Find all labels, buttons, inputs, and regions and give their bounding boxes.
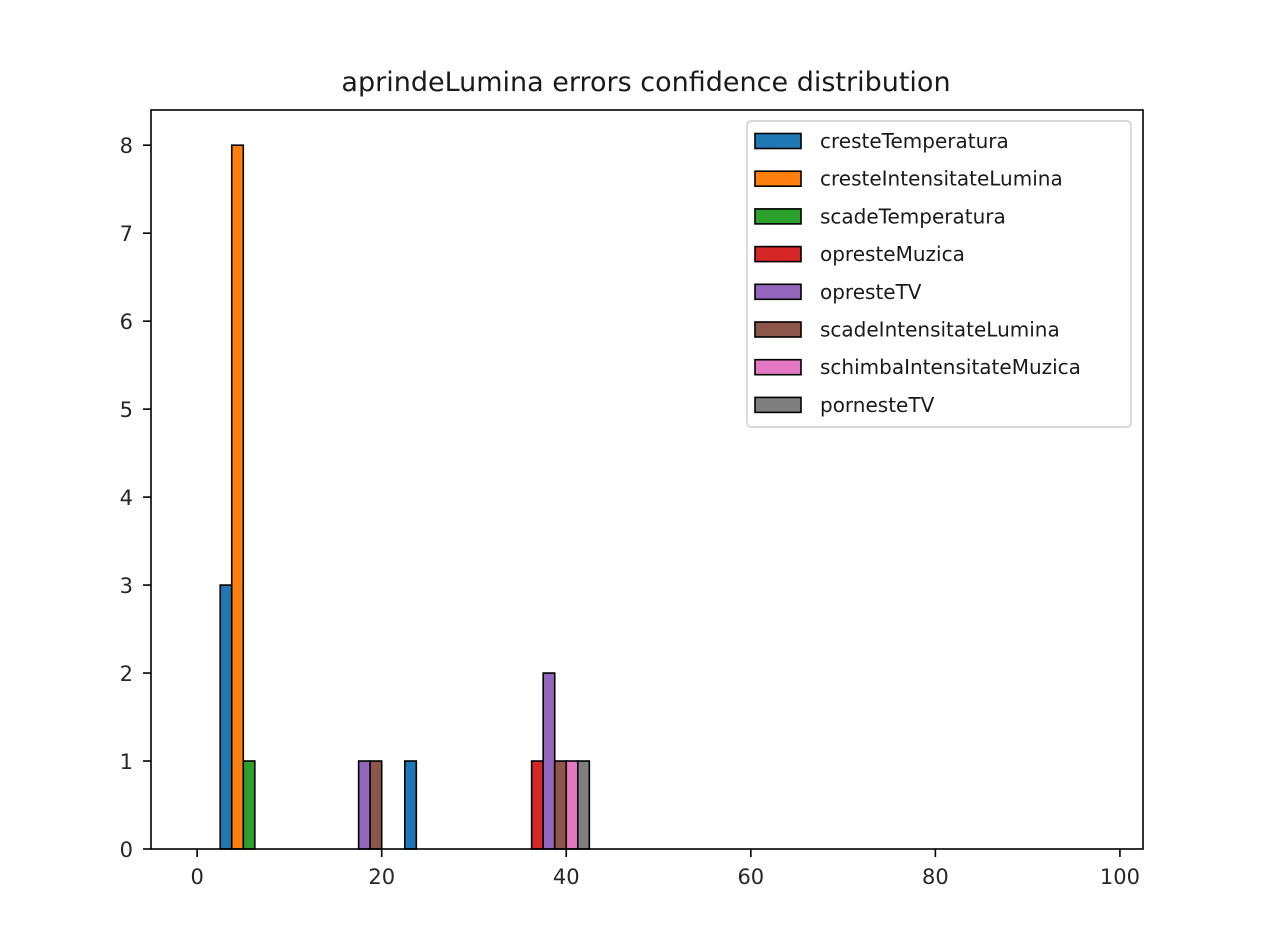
y-tick-label: 4: [120, 486, 133, 510]
y-tick-label: 6: [120, 310, 133, 334]
plot-frame: [150, 109, 1144, 850]
y-axis: 0 1 2 3 4 5 6 7 8: [120, 134, 151, 862]
legend-swatch-scadeTemperatura: [754, 208, 802, 225]
x-axis: 0 20 40 60 80 100: [190, 849, 1140, 889]
bar-schimbaIntensitateMuzica-bin-3: [565, 760, 579, 850]
legend-label-schimbaIntensitateMuzica: schimbaIntensitateMuzica: [820, 355, 1081, 379]
legend-label-opresteMuzica: opresteMuzica: [820, 242, 965, 266]
bar-cresteTemperatura-bin-2: [403, 760, 418, 850]
y-tick-label: 7: [120, 222, 133, 246]
bar-scadeIntensitateLumina-bin-3: [553, 760, 568, 850]
bar-scadeIntensitateLumina-bin-1: [369, 760, 383, 850]
y-tick-label: 1: [120, 750, 133, 774]
legend-label-cresteTemperatura: cresteTemperatura: [820, 129, 1009, 153]
x-tick-label: 100: [1100, 865, 1140, 889]
y-tick-label: 5: [120, 398, 133, 422]
bar-opresteMuzica-bin-3: [530, 760, 544, 850]
legend-label-pornesteTV: pornesteTV: [820, 393, 935, 417]
legend-swatch-cresteIntensitateLumina: [754, 170, 802, 187]
bar-opresteTV-bin-1: [357, 760, 371, 850]
legend-swatch-schimbaIntensitateMuzica: [754, 358, 802, 376]
legend-swatch-scadeIntensitateLumina: [754, 321, 802, 338]
y-tick-label: 3: [120, 574, 133, 598]
chart-title: aprindeLumina errors confidence distribu…: [341, 67, 950, 98]
bar-pornesteTV-bin-3: [576, 760, 591, 850]
bars: [219, 144, 591, 850]
y-tick-label: 8: [120, 134, 133, 158]
y-tick-label: 0: [120, 838, 133, 862]
x-tick-label: 60: [737, 865, 764, 889]
bar-scadeTemperatura-bin-0: [242, 760, 256, 850]
x-tick-label: 20: [368, 865, 395, 889]
x-tick-label: 0: [190, 865, 203, 889]
legend-label-scadeTemperatura: scadeTemperatura: [820, 204, 1006, 228]
y-tick-label: 2: [120, 662, 133, 686]
x-tick-label: 80: [922, 865, 949, 889]
bar-opresteTV-bin-3: [542, 672, 556, 850]
legend-label-opresteTV: opresteTV: [820, 280, 922, 304]
legend-label-cresteIntensitateLumina: cresteIntensitateLumina: [820, 167, 1063, 191]
legend-swatch-opresteMuzica: [754, 245, 802, 263]
legend-swatch-opresteTV: [754, 283, 802, 301]
bar-cresteTemperatura-bin-0: [219, 584, 233, 850]
legend-frame: [746, 120, 1132, 428]
x-tick-label: 40: [553, 865, 580, 889]
bar-cresteIntensitateLumina-bin-0: [230, 144, 245, 850]
legend-swatch-cresteTemperatura: [754, 132, 802, 150]
legend-swatch-pornesteTV: [754, 396, 802, 414]
legend-label-scadeIntensitateLumina: scadeIntensitateLumina: [820, 318, 1060, 342]
legend: cresteTemperatura cresteIntensitateLumina…: [746, 120, 1132, 428]
